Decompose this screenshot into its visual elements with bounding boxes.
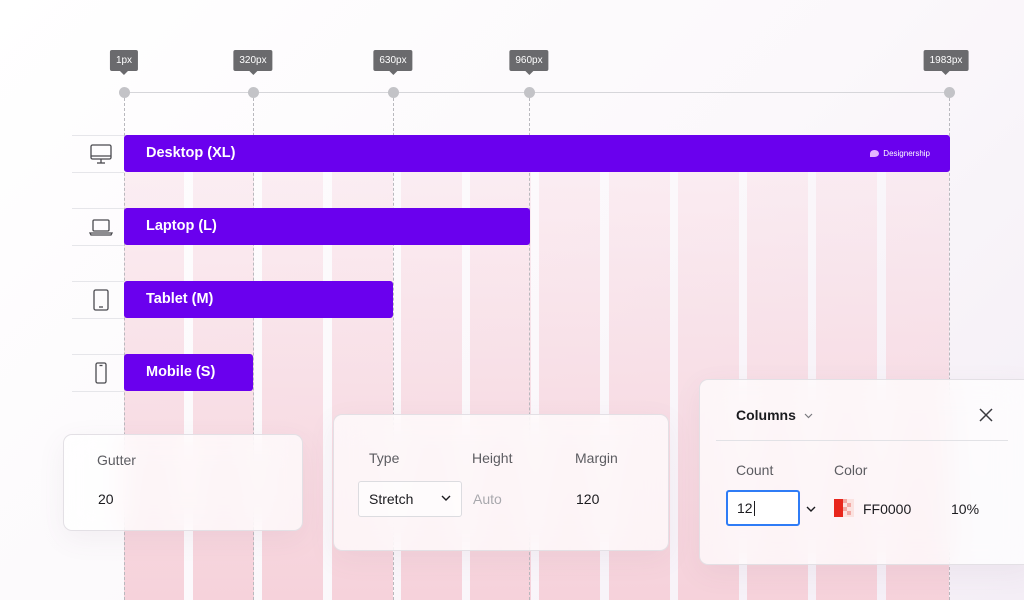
margin-input[interactable]: 120: [576, 491, 600, 507]
gutter-panel: Gutter 20: [63, 434, 303, 531]
ruler-marker-label: 320px: [233, 50, 273, 75]
color-swatch[interactable]: [834, 499, 854, 517]
row-divider: [72, 208, 124, 209]
breakpoint-bar-mobile[interactable]: Mobile (S): [124, 354, 253, 391]
color-opacity-input[interactable]: 10%: [951, 501, 980, 517]
close-icon[interactable]: [978, 407, 994, 423]
row-divider: [72, 318, 124, 319]
row-divider: [72, 172, 124, 173]
breakpoint-label: Laptop (L): [146, 218, 217, 234]
columns-panel: Columns Count Color 12 FF0000 10%: [699, 379, 1024, 565]
ruler-marker-label: 1px: [109, 50, 139, 75]
ruler-marker-label: 630px: [373, 50, 413, 75]
type-select[interactable]: Stretch: [358, 481, 462, 517]
type-select-value: Stretch: [369, 491, 414, 507]
ruler-marker-label: 960px: [509, 50, 549, 75]
ruler-handle[interactable]: [944, 87, 955, 98]
monitor-icon: [90, 144, 112, 164]
count-input-value: 12: [737, 500, 753, 516]
ruler-handle[interactable]: [119, 87, 130, 98]
brand-mark-icon: [870, 150, 880, 157]
count-label: Count: [736, 462, 774, 478]
brand-logo: Designership: [870, 135, 930, 172]
columns-title[interactable]: Columns: [736, 407, 813, 423]
tablet-icon: [93, 289, 109, 311]
chevron-down-icon[interactable]: [806, 506, 816, 513]
ruler-handle[interactable]: [388, 87, 399, 98]
margin-label: Margin: [575, 450, 618, 466]
text-caret: [753, 500, 755, 516]
breakpoint-bar-desktop[interactable]: Desktop (XL) Designership: [124, 135, 950, 172]
mobile-icon: [95, 362, 107, 384]
breakpoint-bar-tablet[interactable]: Tablet (M): [124, 281, 393, 318]
columns-panel-divider: [716, 440, 1008, 441]
ruler-handle[interactable]: [248, 87, 259, 98]
color-hex-input[interactable]: FF0000: [863, 501, 912, 517]
breakpoint-guide: [949, 98, 950, 600]
breakpoint-label: Mobile (S): [146, 364, 216, 380]
color-label: Color: [834, 462, 868, 478]
ruler-handle[interactable]: [524, 87, 535, 98]
chevron-down-icon: [804, 413, 813, 419]
breakpoint-label: Tablet (M): [146, 291, 214, 307]
chevron-down-icon: [441, 495, 451, 501]
breakpoint-label: Desktop (XL): [146, 145, 236, 161]
height-input[interactable]: Auto: [473, 491, 502, 507]
row-divider: [72, 354, 124, 355]
height-label: Height: [472, 450, 513, 466]
gutter-label: Gutter: [97, 452, 136, 468]
breakpoint-guide: [393, 98, 394, 600]
laptop-icon: [88, 219, 114, 236]
count-input[interactable]: 12: [726, 490, 800, 526]
row-divider: [72, 245, 124, 246]
breakpoint-guide: [124, 98, 125, 600]
row-divider: [72, 281, 124, 282]
breakpoint-guide: [529, 98, 530, 600]
row-divider: [72, 135, 124, 136]
ruler-line: [124, 92, 949, 93]
gutter-input[interactable]: 20: [98, 491, 114, 507]
row-divider: [72, 391, 124, 392]
layout-settings-panel: Type Height Margin Stretch Auto 120: [333, 414, 669, 551]
brand-name: Designership: [883, 149, 930, 158]
columns-title-text: Columns: [736, 407, 796, 423]
type-label: Type: [369, 450, 400, 466]
ruler-marker-label: 1983px: [923, 50, 969, 75]
breakpoint-guide: [253, 98, 254, 600]
breakpoint-bar-laptop[interactable]: Laptop (L): [124, 208, 530, 245]
